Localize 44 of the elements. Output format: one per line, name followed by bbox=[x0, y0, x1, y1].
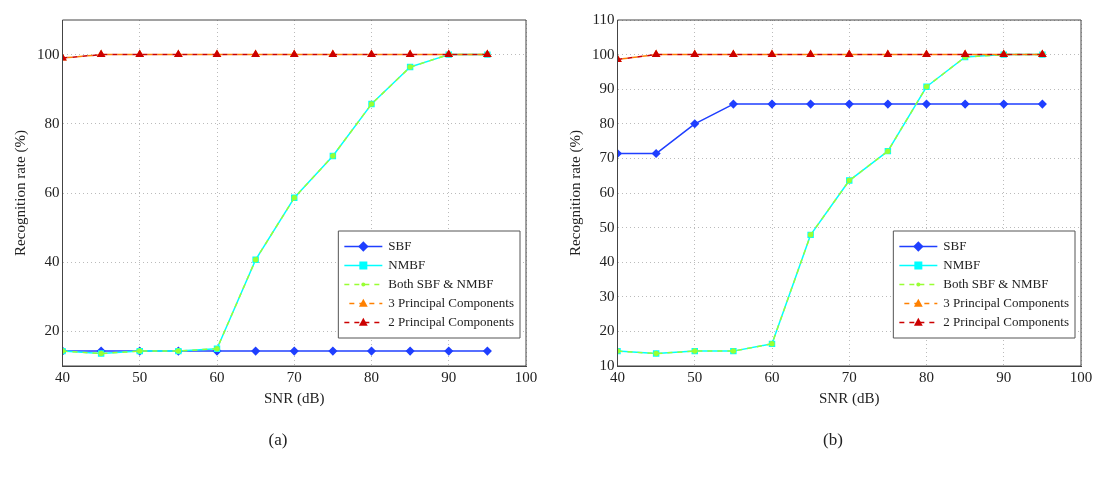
x-axis-title: SNR (dB) bbox=[264, 389, 325, 407]
y-tick-label: 80 bbox=[44, 114, 60, 131]
y-tick-label: 40 bbox=[599, 253, 615, 270]
y-tick-label: 40 bbox=[44, 253, 60, 270]
x-tick-label: 90 bbox=[996, 368, 1012, 385]
y-axis-title: Recognition rate (%) bbox=[11, 130, 29, 256]
x-tick-label: 90 bbox=[441, 368, 457, 385]
text: (a) bbox=[268, 430, 288, 450]
x-tick-label: 50 bbox=[687, 368, 703, 385]
legend-label: Both SBF & NMBF bbox=[943, 275, 1049, 291]
x-tick-label: 60 bbox=[209, 368, 225, 385]
x-tick-label: 100 bbox=[514, 368, 538, 385]
y-tick-label: 60 bbox=[44, 183, 60, 200]
x-tick-label: 50 bbox=[132, 368, 148, 385]
legend-label: 3 Principal Components bbox=[388, 294, 515, 310]
y-tick-label: 80 bbox=[599, 114, 615, 131]
y-tick-label: 70 bbox=[599, 149, 615, 166]
y-tick-label: 100 bbox=[592, 45, 615, 62]
legend-label: SBF bbox=[388, 237, 412, 253]
legend-label: Both SBF & NMBF bbox=[388, 275, 494, 291]
y-tick-label: 30 bbox=[599, 287, 615, 304]
y-tick-label: 100 bbox=[37, 45, 60, 62]
x-tick-label: 60 bbox=[764, 368, 780, 385]
legend-label: 3 Principal Components bbox=[943, 294, 1070, 310]
text: (b) bbox=[823, 430, 843, 450]
y-tick-label: 20 bbox=[44, 322, 60, 339]
legend-label: 2 Principal Components bbox=[388, 313, 515, 329]
x-tick-label: 100 bbox=[1069, 368, 1093, 385]
legend-label: SBF bbox=[943, 237, 967, 253]
y-tick-label: 110 bbox=[592, 10, 615, 27]
legend-label: NMBF bbox=[388, 256, 426, 272]
y-tick-label: 90 bbox=[599, 80, 615, 97]
y-tick-label: 50 bbox=[599, 218, 615, 235]
legend-label: 2 Principal Components bbox=[943, 313, 1070, 329]
y-tick-label: 60 bbox=[599, 183, 615, 200]
x-tick-label: 70 bbox=[286, 368, 302, 385]
y-tick-label: 20 bbox=[599, 322, 615, 339]
x-tick-label: 80 bbox=[364, 368, 379, 385]
x-tick-label: 80 bbox=[919, 368, 934, 385]
x-tick-label: 70 bbox=[841, 368, 857, 385]
y-tick-label: 10 bbox=[599, 356, 615, 373]
x-axis-title: SNR (dB) bbox=[819, 389, 880, 407]
y-axis-title: Recognition rate (%) bbox=[566, 130, 584, 256]
legend-label: NMBF bbox=[943, 256, 981, 272]
